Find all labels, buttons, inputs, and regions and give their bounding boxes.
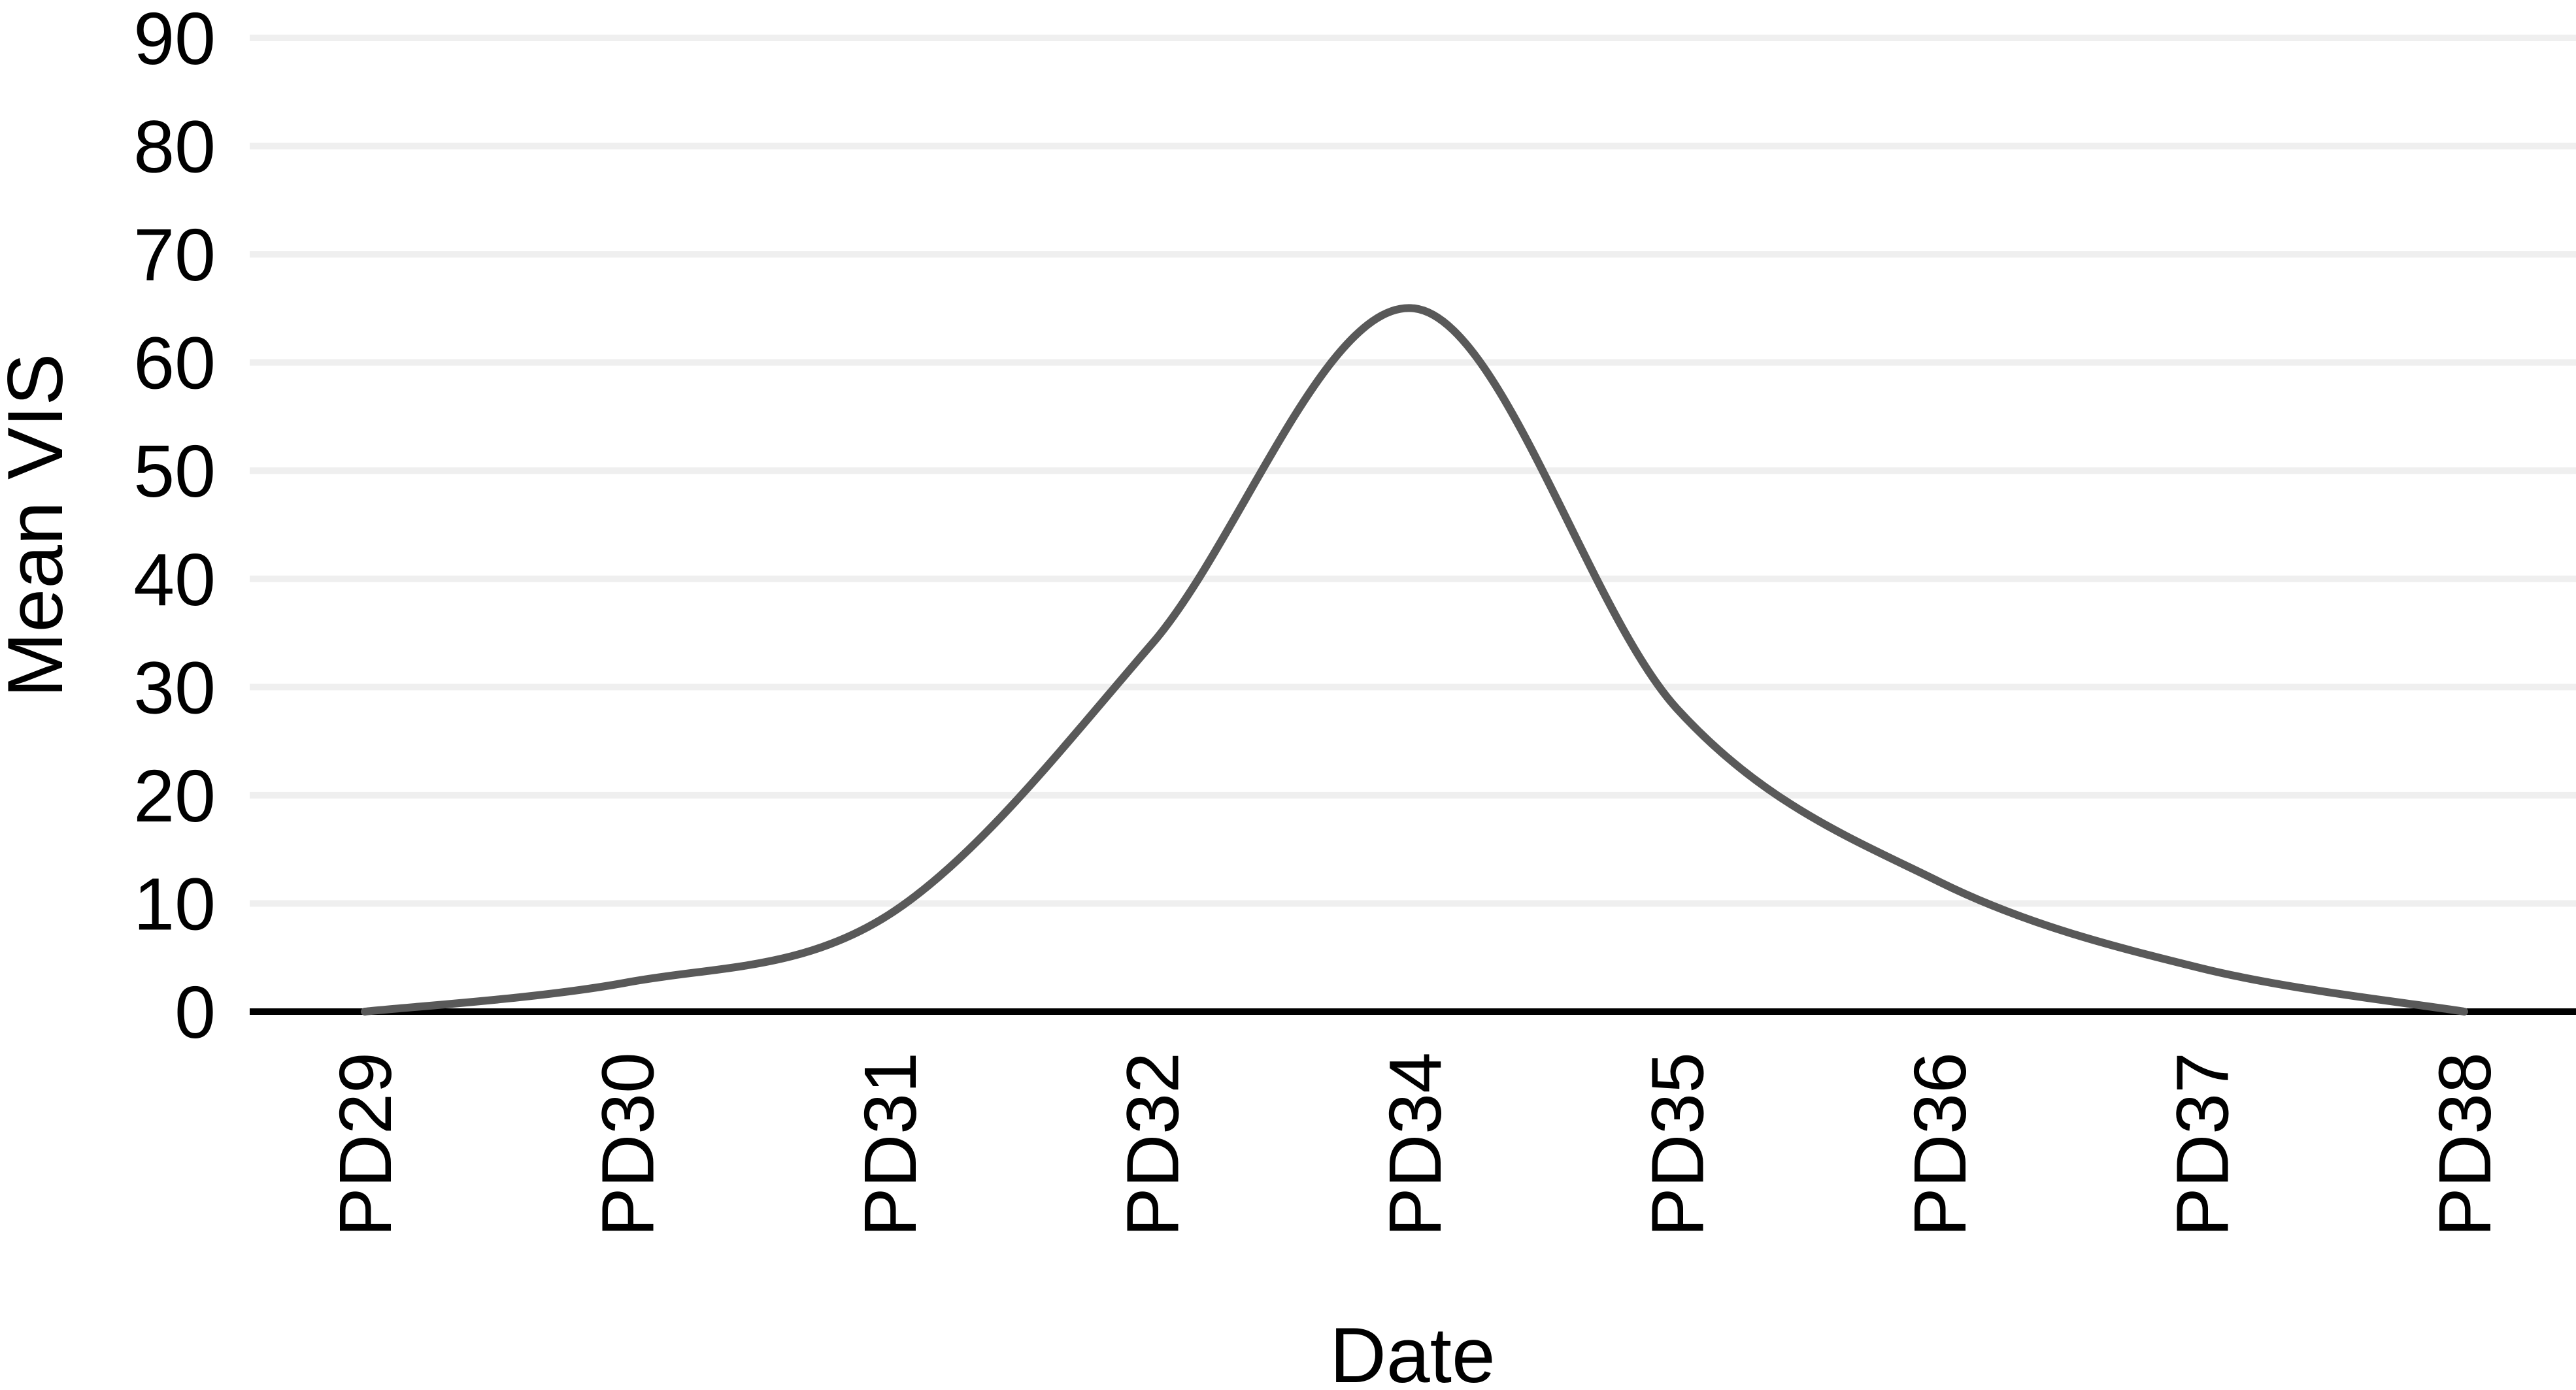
y-tick-label: 30: [133, 646, 216, 729]
x-tick-label: PD35: [1637, 1052, 1719, 1237]
x-tick-label: PD31: [849, 1052, 931, 1237]
y-tick-label: 70: [133, 214, 216, 296]
x-tick-label: PD34: [1374, 1052, 1456, 1237]
y-tick-label: 90: [133, 0, 216, 80]
y-axis-title: Mean VIS: [0, 354, 79, 698]
x-tick-label: PD29: [324, 1052, 407, 1237]
x-tick-label: PD36: [1899, 1052, 1981, 1237]
y-tick-label: 20: [133, 755, 216, 837]
y-tick-label: 80: [133, 106, 216, 188]
data-line: [361, 304, 2468, 1016]
y-tick-label: 40: [133, 538, 216, 621]
x-tick-label: PD30: [587, 1052, 669, 1237]
x-tick-label: PD32: [1112, 1052, 1194, 1237]
y-tick-label: 50: [133, 430, 216, 512]
x-tick-label: PD37: [2162, 1052, 2244, 1237]
y-tick-label: 0: [175, 971, 216, 1053]
y-tick-label: 10: [133, 863, 216, 945]
x-axis-title: Date: [1330, 1312, 1495, 1390]
x-tick-label: PD38: [2424, 1052, 2506, 1237]
y-tick-label: 60: [133, 322, 216, 405]
